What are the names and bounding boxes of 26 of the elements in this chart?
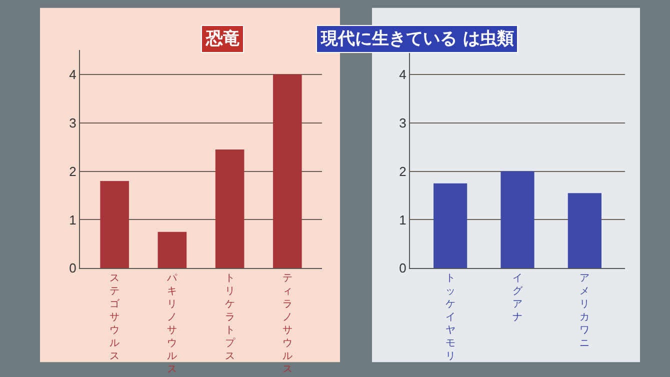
bar xyxy=(434,183,468,268)
y-tick-label: 0 xyxy=(399,260,406,276)
x-tick-label: アメリカワニ xyxy=(580,273,590,350)
y-tick-label: 0 xyxy=(69,260,76,276)
x-tick-label: トッケイヤモリ xyxy=(445,273,456,362)
x-tick-label: パキリノサウルス xyxy=(166,273,178,376)
y-tick-label: 3 xyxy=(69,115,76,130)
chart-title: 恐竜 xyxy=(205,29,240,49)
bar xyxy=(273,74,302,268)
y-tick-label: 1 xyxy=(69,212,76,228)
y-tick-label: 4 xyxy=(399,66,406,82)
bar xyxy=(158,232,187,268)
bar xyxy=(100,180,129,268)
x-tick-label: イグアナ xyxy=(512,273,524,324)
y-tick-label: 2 xyxy=(69,164,76,179)
x-tick-label: トリケラトプス xyxy=(224,273,236,362)
y-tick-label: 2 xyxy=(399,164,406,179)
chart-title: 現代に生きている は虫類 xyxy=(320,29,514,49)
bar xyxy=(568,193,602,268)
y-tick-label: 3 xyxy=(399,115,406,130)
x-tick-label: ステゴサウルス xyxy=(110,273,121,362)
x-tick-label: ティラノサウルス xyxy=(282,273,292,376)
y-tick-label: 1 xyxy=(399,212,406,228)
y-tick-label: 4 xyxy=(69,66,76,82)
bar xyxy=(215,149,244,268)
bar xyxy=(500,171,534,268)
